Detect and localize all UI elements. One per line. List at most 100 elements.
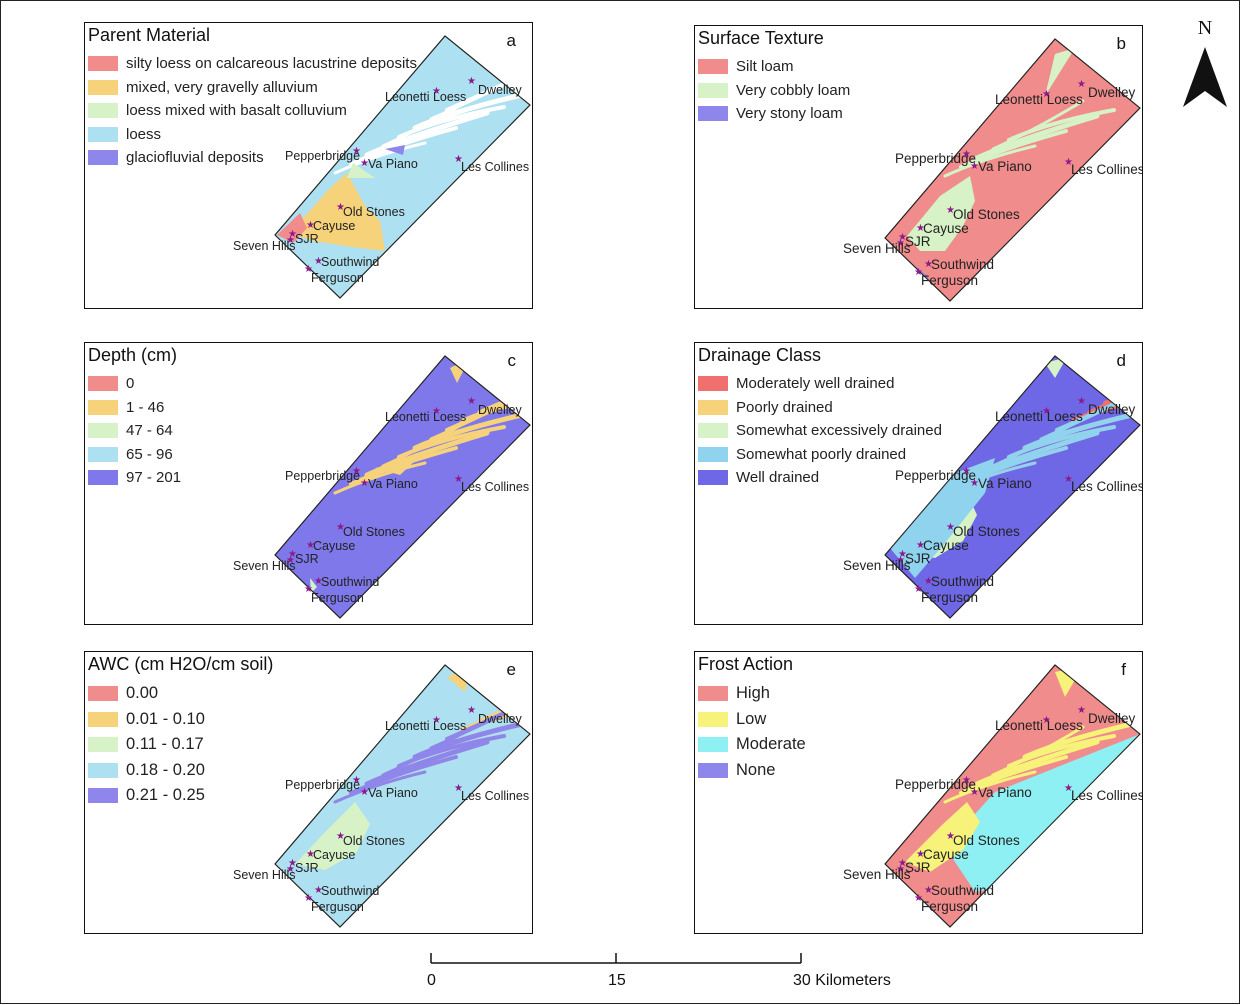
legend-label: 0 [126,375,135,393]
panel-e: ★ Dwelley ★ Leonetti Loess ★ Pepperbridge ★ Va … [84,651,533,934]
map-units [905,666,1140,892]
map-unit-patch [1045,48,1075,96]
site-label: Dwelley [478,712,523,726]
site-marker: ★ [1077,79,1086,90]
site-marker: ★ [454,783,463,794]
site-marker: ★ [306,220,315,231]
site-marker: ★ [432,715,441,726]
site-marker: ★ [962,149,971,160]
site-label: Old Stones [953,524,1020,539]
site-marker: ★ [336,522,345,533]
site-marker: ★ [914,584,923,595]
site-marker: ★ [896,864,905,875]
map-unit-streak [1022,409,1140,451]
site-marker: ★ [288,858,297,869]
site-label: Leonetti Loess [385,410,466,424]
site-marker: ★ [1042,89,1051,100]
legend-swatch [88,446,118,462]
site-marker: ★ [467,76,476,87]
map-unit-streak [1022,718,1140,760]
site-label: Seven Hills [233,559,296,573]
legend-swatch [88,762,118,778]
legend-item: Silt loam [698,55,850,79]
scale-tick-label: 15 [608,972,626,989]
map-unit-streak [1007,425,1116,459]
panel-b: ★ Dwelley ★ Leonetti Loess ★ Pepperbridge ★ Va … [694,25,1143,309]
map-group: ★Dwelley★Leonetti Loess★Pepperbridge★ Va … [843,355,1142,619]
site-label: Les Collines [1071,479,1142,494]
legend-item: glaciofluvial deposits [88,146,417,170]
legend-label: 0.01 - 0.10 [126,709,205,728]
site-label: Pepperbridge [895,468,976,483]
map-unit-patch [277,213,307,243]
legend-item: High [698,681,806,707]
site-label: Southwind [321,255,379,269]
legend-label: Silt loam [736,58,794,76]
legend-label: 0.21 - 0.25 [126,786,205,805]
map-unit-patch [290,173,385,251]
map-area: ★Dwelley★Leonetti Loess★Pepperbridge★ Va … [843,38,1142,302]
legend-label: Low [736,709,767,728]
legend: Silt loam Very cobbly loam Very stony lo… [698,55,850,126]
legend: silty loess on calcareous lacustrine dep… [88,52,417,170]
legend-item: silty loess on calcareous lacustrine dep… [88,52,417,76]
panel-title: Parent Material [88,25,211,45]
site-label: Seven Hills [843,558,911,573]
site-label: Ferguson [311,271,364,285]
site-label: Va Piano [368,157,418,171]
site-label: Leonetti Loess [385,90,466,104]
panel-letter: e [506,660,516,679]
site-marker: ★ [946,522,955,533]
site-marker: ★ [304,584,313,595]
site-marker: ★ [970,478,979,489]
site-label: Dwelley [478,403,523,417]
site-label: Cayuse [313,848,355,862]
legend-swatch [88,103,118,119]
legend-swatch [88,376,118,392]
site-label: Seven Hills [233,239,296,253]
map-unit-patch [295,802,370,870]
map-unit-patch [1045,357,1067,378]
legend-label: 47 - 64 [126,422,173,440]
site-marker: ★ [946,205,955,216]
map-group: ★Dwelley★Leonetti Loess★Pepperbridge★ Va … [233,35,531,299]
site-label: Southwind [321,884,379,898]
legend-label: 0.00 [126,684,159,703]
site-marker: ★ [432,406,441,417]
site-marker: ★ [898,232,907,243]
study-area-outline [884,355,1141,619]
legend-swatch [88,470,118,486]
legend-swatch [698,376,728,392]
map-unit-streak [1055,380,1140,432]
site-marker: ★ [314,885,323,896]
legend-swatch [88,686,118,702]
legend-swatch [698,423,728,439]
map-group: ★Dwelley★Leonetti Loess★Pepperbridge★ Va … [843,38,1142,302]
site-marker: ★ [962,775,971,786]
legend-swatch [88,79,118,95]
north-arrow-icon [1183,47,1227,107]
site-label: Pepperbridge [895,151,976,166]
site-label: Old Stones [343,834,405,848]
legend-item: loess mixed with basalt colluvium [88,99,417,123]
site-marker: ★ [970,161,979,172]
legend-label: loess mixed with basalt colluvium [126,102,347,120]
site-marker: ★ [306,540,315,551]
legend-label: mixed, very gravelly alluvium [126,78,318,96]
site-label: Dwelley [1088,85,1136,100]
site-label: Cayuse [923,538,969,553]
map-units [277,60,530,251]
map-unit-streak [364,739,490,787]
site-label: Les Collines [461,480,529,494]
site-label: Cayuse [313,539,355,553]
site-marker: ★ [314,576,323,587]
panel-d: ★ Dwelley ★ Leonetti Loess ★ Pepperbridge ★ Va … [694,342,1143,625]
map-unit-streak [364,430,490,478]
legend: Moderately well drained Poorly drained S… [698,372,942,490]
site-label: Leonetti Loess [995,718,1083,733]
panel-letter: c [507,351,517,370]
map-group: ★Dwelley★Leonetti Loess★Pepperbridge★ Va … [233,664,531,928]
map-group: ★Dwelley★Leonetti Loess★Pepperbridge★ Va … [843,664,1142,928]
legend-label: 0.11 - 0.17 [126,735,204,754]
